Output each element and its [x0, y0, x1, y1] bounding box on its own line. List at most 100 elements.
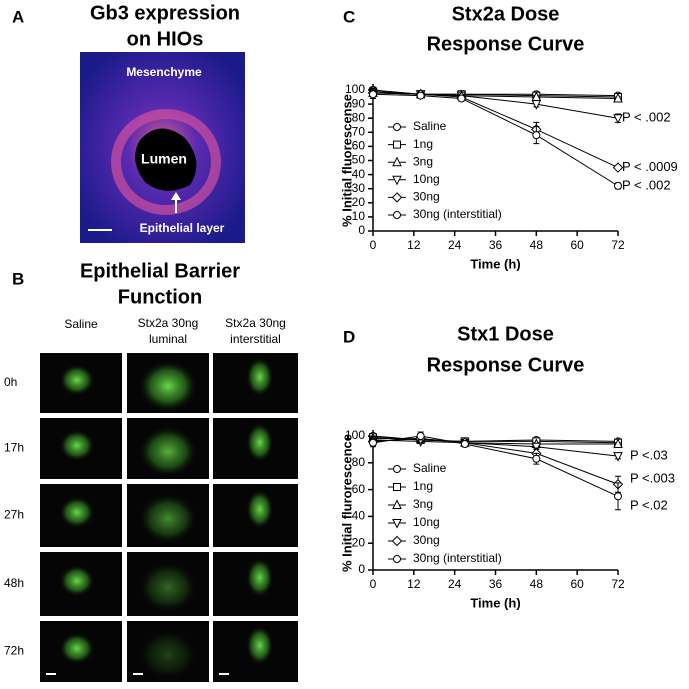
y-tick-label: 80 — [352, 110, 366, 124]
legend-marker — [393, 123, 401, 131]
legend-label: 10ng — [413, 515, 440, 529]
series-line — [372, 436, 619, 444]
fluorescence — [138, 492, 198, 545]
x-tick-label: 36 — [489, 577, 503, 591]
series-line — [372, 92, 619, 169]
x-tick-label: 48 — [530, 238, 544, 252]
marker — [457, 94, 466, 103]
y-axis-label: % Initial fluorescense — [339, 94, 354, 227]
x-tick-label: 36 — [489, 238, 503, 252]
marker — [531, 442, 542, 453]
p-value: P <.03 — [630, 448, 668, 463]
y-tick-label: 40 — [352, 509, 366, 523]
marker — [613, 114, 623, 124]
y-axis-label: % Initial flurorescence — [339, 434, 354, 572]
fluorescence — [58, 429, 95, 462]
y-tick-label: 100 — [345, 82, 365, 96]
y-tick-label: 30 — [352, 181, 366, 195]
fluorescence — [58, 364, 95, 396]
legend-label: 3ng — [413, 154, 433, 168]
legend-marker — [393, 555, 401, 563]
row-label: 27h — [4, 508, 24, 522]
image-grid — [40, 353, 298, 682]
y-tick-label: 100 — [345, 428, 365, 442]
column-label: Saline — [64, 317, 98, 331]
legend-label: 30ng (interstitial) — [413, 207, 502, 221]
legend-marker — [392, 175, 402, 186]
y-tick-label: 50 — [352, 153, 366, 167]
marker — [416, 432, 425, 440]
marker — [613, 438, 623, 449]
x-tick-label: 24 — [448, 577, 462, 591]
y-tick-label: 40 — [352, 167, 366, 181]
legend-label: 1ng — [413, 137, 433, 151]
panel-letter: C — [343, 7, 355, 26]
marker — [614, 181, 622, 190]
column-label: interstitial — [230, 332, 281, 346]
x-tick-label: 12 — [407, 238, 421, 252]
column-label: Stx2a 30ng — [225, 316, 286, 330]
legend-marker — [393, 211, 401, 219]
y-tick-label: 70 — [352, 124, 366, 138]
fluorescence — [245, 357, 274, 397]
marker — [613, 92, 623, 103]
chart-title: Response Curve — [427, 33, 585, 55]
panel-title: Function — [118, 286, 202, 308]
x-tick-label: 72 — [611, 238, 625, 252]
legend-label: 10ng — [413, 172, 440, 186]
fluorescence — [138, 628, 198, 681]
y-tick-label: 90 — [352, 96, 366, 110]
series-line — [372, 435, 619, 497]
legend-marker — [392, 519, 402, 529]
x-tick-label: 24 — [448, 238, 462, 252]
image-label: Lumen — [141, 151, 187, 167]
y-tick-label: 60 — [352, 139, 366, 153]
fluorescence — [58, 632, 95, 665]
y-tick-label: 60 — [352, 482, 366, 496]
fluorescence — [138, 561, 198, 614]
chart-title: Stx2a Dose — [452, 3, 560, 25]
y-tick-label: 20 — [352, 195, 366, 209]
image-label: Epithelial layer — [140, 221, 225, 235]
legend-marker — [392, 156, 402, 167]
panel-letter: D — [343, 327, 355, 346]
fluorescence — [245, 489, 274, 530]
column-label: luminal — [149, 332, 187, 346]
marker — [614, 492, 622, 501]
marker — [369, 90, 377, 99]
series-line — [372, 438, 619, 485]
legend-label: 30ng (interstitial) — [413, 551, 502, 565]
legend-marker — [392, 499, 402, 509]
legend-label: Saline — [413, 119, 447, 133]
fluorescence — [58, 564, 95, 597]
x-tick-label: 72 — [611, 577, 625, 591]
p-value: P <.02 — [630, 498, 668, 513]
image-label: Mesenchyme — [126, 65, 202, 79]
legend-marker — [391, 192, 403, 203]
legend-marker — [391, 535, 403, 547]
panel-title: on HIOs — [127, 28, 204, 50]
x-tick-label: 12 — [407, 577, 421, 591]
panel-title: Epithelial Barrier — [80, 260, 240, 282]
lumen — [135, 128, 197, 191]
marker — [532, 131, 541, 140]
panel-letter: A — [12, 7, 24, 26]
fluorescence — [138, 425, 198, 478]
marker — [532, 454, 541, 463]
panel-letter: B — [12, 269, 24, 288]
fluorescence — [138, 360, 198, 412]
series-line — [372, 93, 619, 187]
fluorescence — [245, 625, 274, 666]
x-axis-label: Time (h) — [470, 595, 520, 610]
legend-label: 30ng — [413, 533, 440, 547]
y-tick-label: 0 — [358, 223, 365, 237]
y-tick-label: 80 — [352, 455, 366, 469]
row-label: 0h — [4, 375, 17, 389]
p-value: P < .002 — [622, 177, 671, 192]
x-axis-label: Time (h) — [470, 256, 520, 271]
legend-label: Saline — [413, 461, 447, 475]
fluorescence — [58, 496, 95, 529]
row-label: 17h — [4, 441, 24, 455]
row-label: 48h — [4, 576, 24, 590]
